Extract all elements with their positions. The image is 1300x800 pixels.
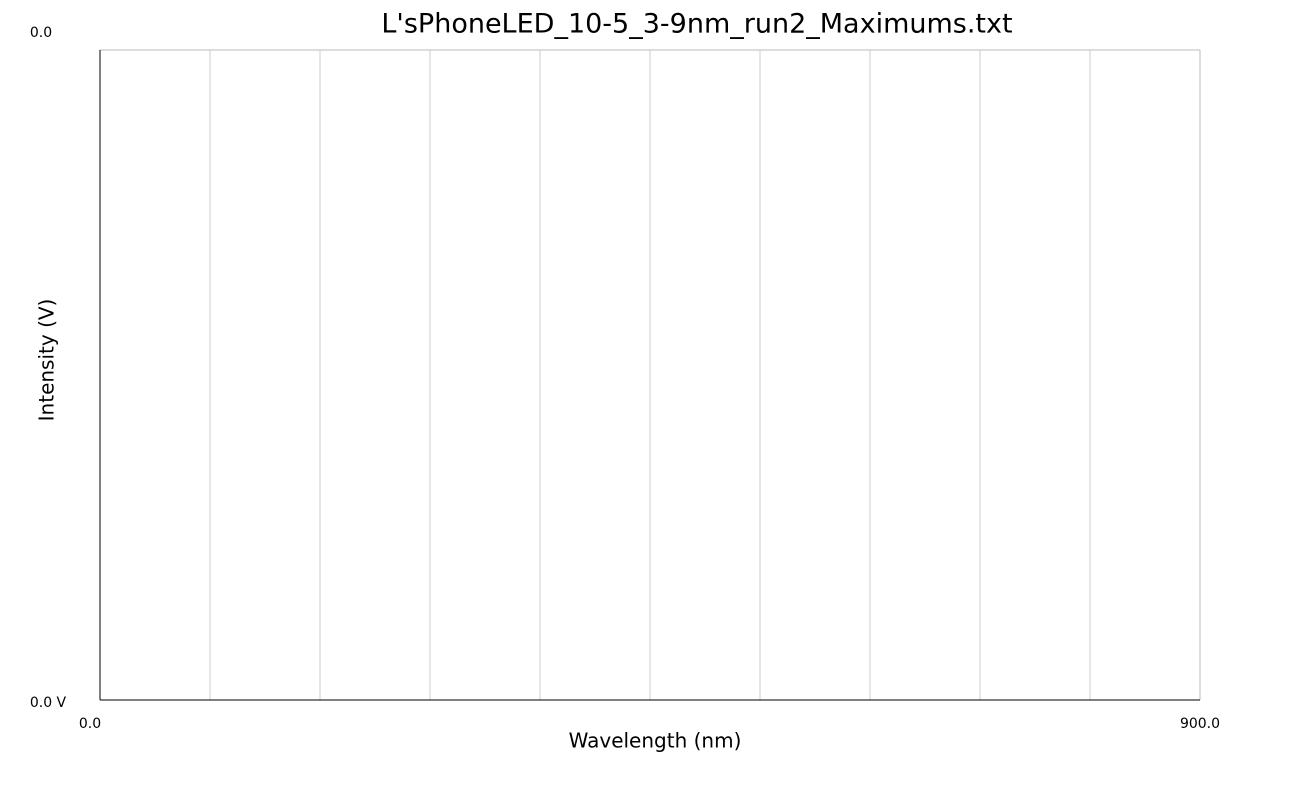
x-tick-label: 0.0 (79, 716, 101, 732)
chart-title: L'sPhoneLED_10-5_3-9nm_run2_Maximums.txt (381, 9, 1012, 40)
x-tick-label: 900.0 (1180, 716, 1220, 732)
x-axis-label: Wavelength (nm) (569, 729, 742, 753)
y-axis-label: Intensity (V) (35, 299, 59, 422)
y-tick-label: 0.0 V (30, 695, 67, 711)
y-tick-label: 0.0 (30, 25, 52, 41)
